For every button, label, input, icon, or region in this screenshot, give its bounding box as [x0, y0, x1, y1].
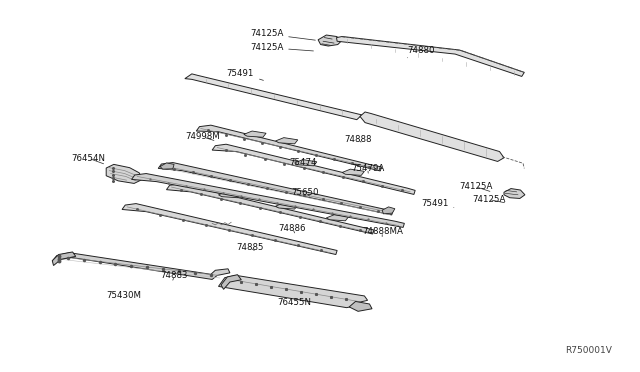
Polygon shape	[244, 131, 266, 137]
Text: 74888: 74888	[344, 135, 372, 144]
Polygon shape	[382, 207, 395, 214]
Polygon shape	[276, 203, 298, 209]
Polygon shape	[218, 275, 367, 308]
Text: 74886: 74886	[279, 224, 307, 233]
Text: 75474: 75474	[289, 158, 317, 167]
Text: 75491: 75491	[227, 69, 264, 80]
Polygon shape	[52, 252, 76, 266]
Polygon shape	[132, 174, 404, 227]
Text: 75650: 75650	[291, 188, 319, 197]
Polygon shape	[349, 301, 372, 311]
Polygon shape	[360, 112, 504, 161]
Polygon shape	[504, 189, 525, 198]
Polygon shape	[106, 164, 142, 183]
Text: 74125A: 74125A	[250, 29, 316, 40]
Text: 75430M: 75430M	[106, 291, 141, 300]
Polygon shape	[166, 184, 374, 234]
Polygon shape	[212, 144, 415, 195]
Text: 74885: 74885	[236, 243, 264, 252]
Polygon shape	[122, 203, 337, 254]
Text: 75491: 75491	[421, 199, 454, 208]
Text: 76454N: 76454N	[71, 154, 106, 164]
Text: 74888MA: 74888MA	[362, 227, 403, 237]
Text: 74998M: 74998M	[186, 132, 220, 141]
Polygon shape	[337, 36, 524, 76]
Polygon shape	[158, 163, 393, 215]
Polygon shape	[218, 192, 241, 198]
Text: 76455N: 76455N	[277, 298, 311, 307]
Polygon shape	[326, 215, 349, 221]
Polygon shape	[52, 253, 230, 279]
Polygon shape	[196, 125, 381, 171]
Text: 74125A: 74125A	[472, 195, 506, 204]
Polygon shape	[221, 275, 241, 289]
Text: 74125A: 74125A	[459, 182, 492, 191]
Polygon shape	[294, 160, 317, 166]
Polygon shape	[342, 169, 364, 175]
Polygon shape	[185, 74, 362, 120]
Text: 74125A: 74125A	[250, 43, 314, 52]
Text: 75479A: 75479A	[351, 164, 385, 173]
Polygon shape	[318, 35, 342, 46]
Text: 74880: 74880	[408, 46, 435, 58]
Text: R750001V: R750001V	[565, 346, 612, 355]
Polygon shape	[160, 163, 174, 169]
Polygon shape	[276, 138, 298, 144]
Text: 74883: 74883	[161, 271, 188, 280]
